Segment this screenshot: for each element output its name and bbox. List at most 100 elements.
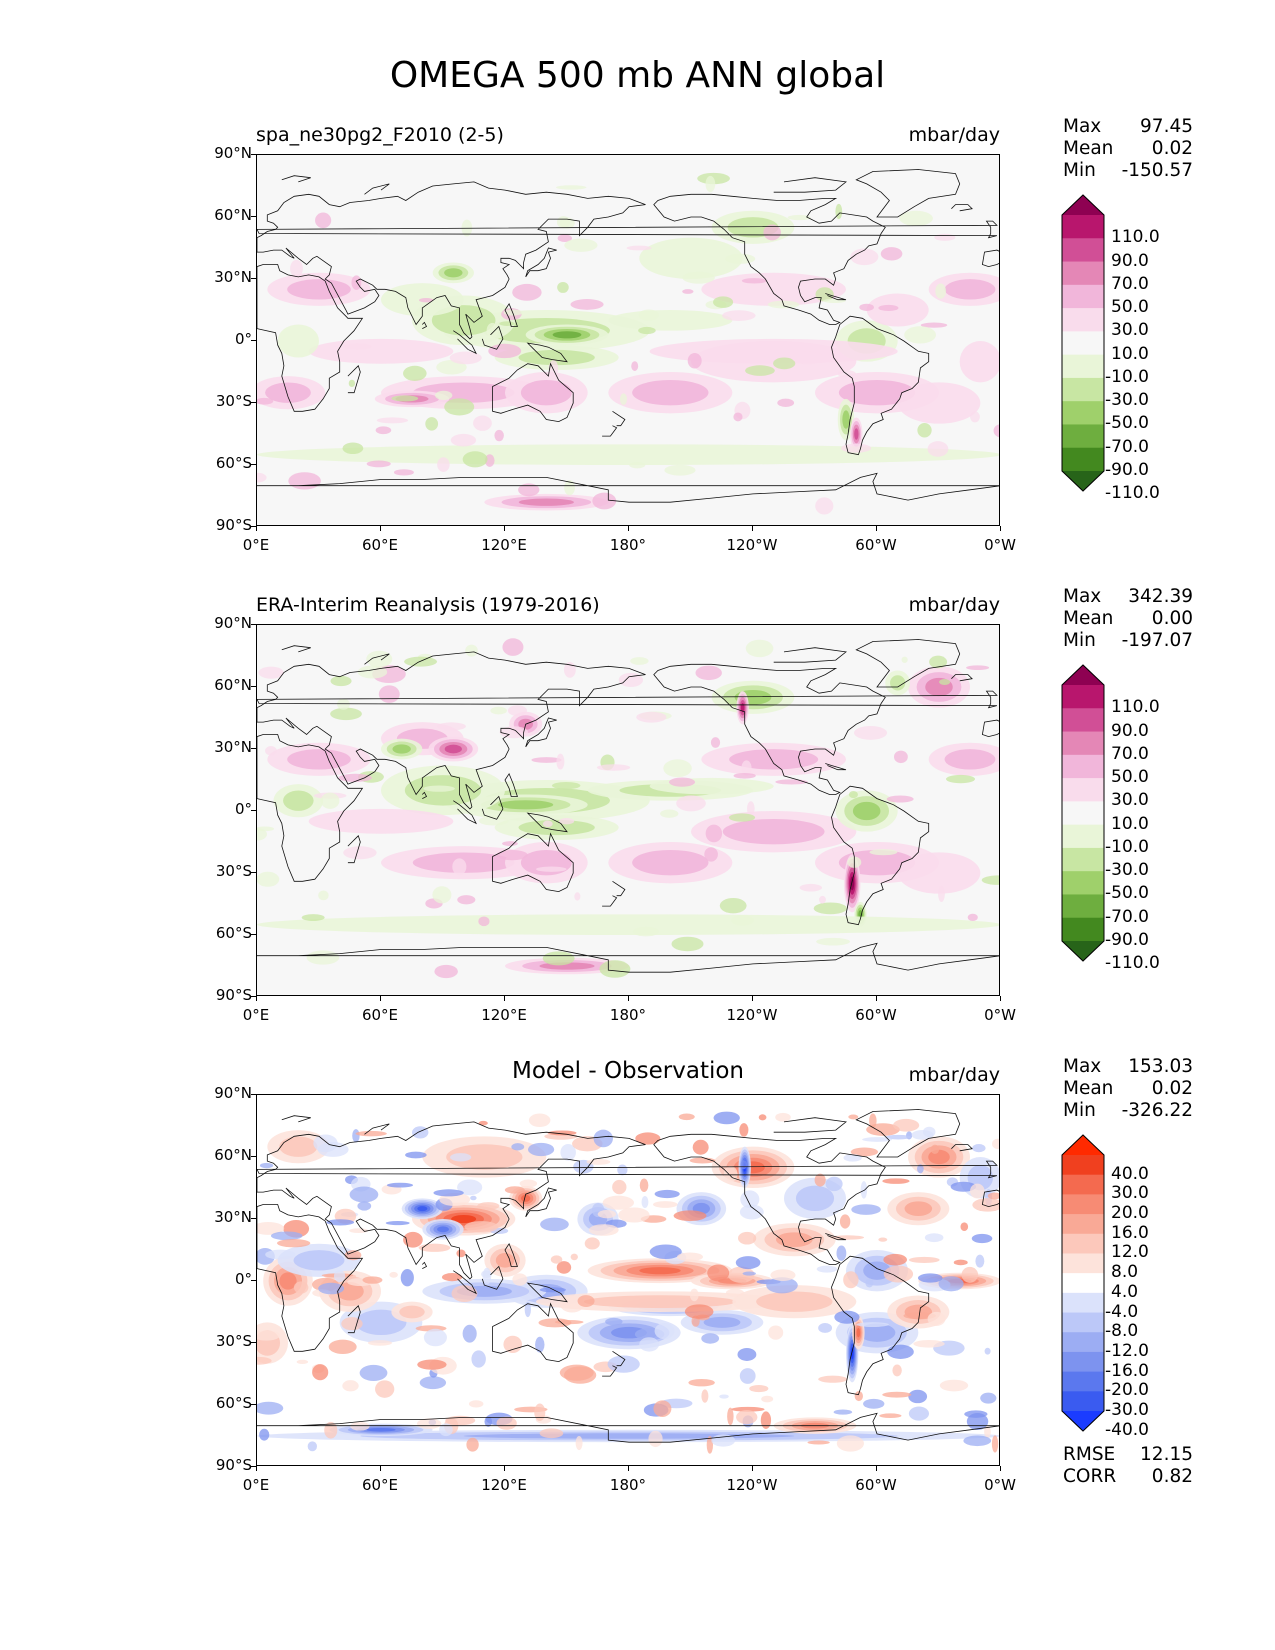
contour-speckle	[972, 1198, 999, 1212]
lon-tick-label: 180°	[609, 1006, 647, 1024]
coastline	[422, 1261, 428, 1269]
coastline	[504, 772, 518, 797]
contour-speckle	[502, 638, 524, 656]
contour-speckle	[991, 1138, 999, 1150]
colorbar-tick-label: -16.0	[1105, 1360, 1149, 1381]
contour-speckle	[349, 1228, 369, 1234]
contour-speckle	[257, 871, 280, 887]
colorbar-tick-label: -110.0	[1105, 483, 1160, 504]
colorbar-tick-label: -12.0	[1105, 1340, 1149, 1361]
contour-blob	[444, 268, 463, 278]
contour-speckle	[419, 1376, 447, 1390]
contour-speckle	[740, 1190, 760, 1209]
contour-speckle	[825, 1176, 843, 1192]
contour-speckle	[818, 1322, 833, 1333]
contour-speckle	[451, 1285, 478, 1302]
contour-speckle	[355, 1130, 387, 1137]
contour-speckle	[745, 365, 775, 376]
coastline	[281, 1115, 311, 1123]
panel-stats: Max 342.39 Mean 0.00 Min -197.07	[1063, 586, 1193, 652]
contour-blob	[518, 819, 595, 836]
contour-blob	[451, 1214, 477, 1224]
contour-speckle	[749, 1385, 769, 1393]
panel-units: mbar/day	[908, 124, 1000, 146]
coastline	[257, 1121, 646, 1280]
contour-speckle	[441, 1272, 463, 1282]
coastline	[492, 362, 574, 423]
lat-tick	[251, 154, 256, 155]
colorbar-bin	[1062, 731, 1104, 756]
contour-speckle	[848, 790, 858, 799]
metric-corr: CORR 0.82	[1063, 1466, 1193, 1487]
contour-speckle	[481, 1270, 492, 1278]
contour-speckle	[464, 1221, 499, 1233]
lat-tick	[251, 1094, 256, 1095]
colorbar-bin	[1062, 1371, 1104, 1392]
colorbar-bin	[1062, 447, 1104, 472]
contour-speckle	[971, 1233, 993, 1244]
coastline	[951, 1144, 973, 1152]
colorbar-tick-label: -50.0	[1105, 413, 1149, 434]
panel-test: spa_ne30pg2_F2010 (2-5) mbar/day 90°N 60°…	[0, 110, 1275, 570]
contour-speckle	[742, 1271, 756, 1276]
lon-tick	[256, 526, 257, 531]
contour-speckle	[768, 1325, 784, 1340]
contour-speckle	[559, 818, 575, 825]
colorbar-extend-max	[1062, 1135, 1104, 1155]
contour-speckle	[927, 1311, 946, 1326]
contour-blob	[583, 1295, 737, 1309]
contour-speckle	[465, 644, 478, 657]
contour-speckle	[760, 1411, 772, 1430]
colorbar-outline	[1061, 1134, 1105, 1432]
coastline	[347, 365, 361, 394]
lat-tick	[251, 464, 256, 465]
contour-speckle	[830, 1235, 865, 1240]
contour-speckle	[938, 1276, 964, 1292]
contour-blob	[842, 410, 850, 429]
lon-tick-label: 120°W	[726, 1476, 778, 1494]
stat-max: Max 153.03	[1063, 1056, 1193, 1077]
panel-stats: Max 153.03 Mean 0.02 Min -326.22	[1063, 1056, 1193, 1122]
contour-speckle	[836, 1245, 847, 1261]
contour-blob	[856, 1327, 861, 1338]
contour-speckle	[886, 795, 914, 803]
metric-rmse: RMSE 12.15	[1063, 1444, 1193, 1465]
contour-speckle	[306, 950, 340, 965]
coastline	[981, 249, 999, 268]
contour-speckle	[911, 1130, 934, 1140]
lat-tick-label: 90°N	[214, 1084, 252, 1102]
colorbar-tick-label: 12.0	[1111, 1242, 1149, 1263]
contour-speckle	[631, 361, 639, 371]
contour-speckle	[488, 343, 522, 359]
colorbar-tick-label: -10.0	[1105, 366, 1149, 387]
colorbar-bin	[1062, 824, 1104, 849]
contour-speckle	[929, 655, 948, 669]
coastlines	[257, 169, 999, 503]
contour-speckle	[899, 210, 933, 226]
lat-tick-label: 60°S	[215, 924, 252, 942]
coastline	[257, 264, 364, 412]
contour-speckle	[418, 297, 434, 303]
contour-speckle	[575, 1435, 583, 1451]
contour-speckle	[731, 1406, 765, 1412]
contour-blob	[608, 310, 733, 331]
contour-blob	[446, 1144, 523, 1170]
contour-speckle	[404, 656, 438, 667]
lat-tick-label: 90°N	[214, 144, 252, 162]
lon-tick-label: 60°W	[855, 536, 897, 554]
contour-speckle	[503, 309, 523, 316]
colorbar: 110.0 90.0 70.0 50.0 30.0 10.0 -10.0 -30.0 -50.0…	[1061, 664, 1160, 972]
contour-speckle	[337, 698, 350, 710]
lat-tick	[251, 686, 256, 687]
contour-speckle	[813, 902, 847, 915]
contour-speckle	[727, 1266, 755, 1283]
coastline	[257, 734, 364, 882]
panel-reference: ERA-Interim Reanalysis (1979-2016) mbar/…	[0, 580, 1275, 1040]
contour-speckle	[341, 1317, 363, 1331]
contour-speckle	[456, 1249, 466, 1258]
contour-speckle	[496, 1416, 517, 1430]
contour-speckle	[436, 360, 467, 375]
contour-speckle	[389, 1271, 398, 1278]
lon-tick	[752, 526, 753, 531]
coastlines	[257, 1109, 999, 1443]
